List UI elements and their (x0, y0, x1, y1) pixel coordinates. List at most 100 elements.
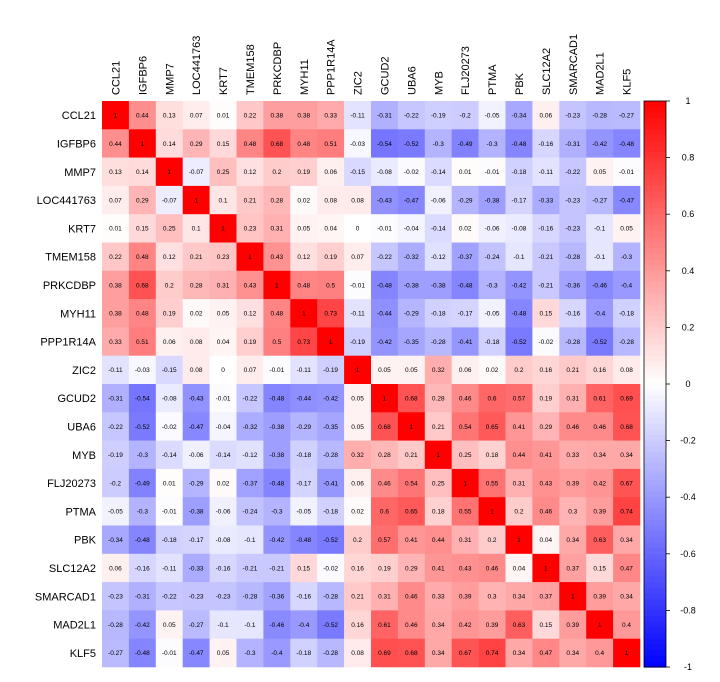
heatmap-cell (290, 185, 318, 215)
heatmap-cell (505, 157, 533, 187)
heatmap-cell (451, 355, 479, 385)
cell-value-label: 0.16 (351, 622, 364, 629)
heatmap-cell (155, 525, 183, 555)
cell-value-label: 0.48 (136, 254, 149, 261)
heatmap-cell (290, 129, 318, 158)
cell-value-label: -0.03 (135, 367, 150, 374)
color-scale-swatch (644, 576, 666, 583)
cell-value-label: 0.38 (109, 282, 122, 289)
heatmap-cell (505, 270, 533, 300)
cell-value-label: 0.28 (378, 452, 391, 459)
heatmap-cell (371, 129, 399, 158)
heatmap-cell (424, 214, 452, 243)
cell-value-label: 0.02 (190, 311, 203, 318)
heatmap-cell (613, 582, 641, 611)
heatmap-cell (102, 497, 130, 526)
heatmap-cell (613, 327, 641, 356)
heatmap-cell (505, 525, 533, 555)
heatmap-cell (532, 440, 560, 470)
cell-value-label: -0.16 (538, 141, 553, 148)
heatmap-cell (182, 412, 210, 441)
cell-value-label: -0.08 (377, 169, 392, 176)
cell-value-label: 0.48 (271, 311, 284, 318)
heatmap-cell (371, 214, 399, 243)
heatmap-cell (263, 101, 291, 130)
cell-value-label: -0.22 (162, 594, 177, 601)
heatmap-cell (102, 553, 130, 583)
heatmap-cell (344, 468, 372, 498)
cell-value-label: 0.05 (217, 650, 230, 657)
heatmap-cell (532, 214, 560, 243)
heatmap-cell (559, 638, 587, 668)
cell-value-label: -0.47 (404, 197, 419, 204)
heatmap-cell (236, 327, 264, 356)
heatmap-cell (451, 242, 479, 272)
heatmap-cell (559, 355, 587, 385)
cell-value-label: 0.67 (459, 650, 472, 657)
cell-value-label: -0.22 (404, 112, 419, 119)
row-label: MYH11 (60, 308, 96, 320)
cell-value-label: 1 (625, 650, 629, 657)
cell-value-label: 0.32 (432, 367, 445, 374)
heatmap-cell (586, 270, 614, 300)
cell-value-label: 0.19 (540, 395, 553, 402)
heatmap-cell (317, 384, 345, 413)
color-scale-swatch (644, 168, 666, 176)
cell-value-label: -0.1 (217, 622, 229, 629)
column-label: SLC12A2 (541, 48, 553, 95)
heatmap-cell (586, 185, 614, 215)
cell-value-label: -0.42 (323, 395, 338, 402)
cell-value-label: -0.01 (350, 282, 365, 289)
cell-value-label: 0.4 (595, 650, 604, 657)
heatmap-cell (263, 638, 291, 668)
heatmap-cell (290, 157, 318, 187)
cell-value-label: -0.29 (404, 311, 419, 318)
heatmap-cell (397, 412, 426, 441)
column-label: UBA6 (406, 66, 418, 95)
row-label: MYB (72, 450, 96, 462)
heatmap-cell (236, 355, 264, 385)
heatmap-cell (397, 384, 426, 413)
cell-value-label: 0.41 (513, 424, 526, 431)
heatmap-cell (532, 638, 560, 668)
heatmap-cell (155, 327, 183, 356)
cell-value-label: 0.2 (272, 169, 281, 176)
heatmap-cell (209, 299, 237, 328)
cell-value-label: 0.05 (405, 367, 418, 374)
heatmap-cell (586, 582, 614, 611)
heatmap-cell (128, 101, 157, 130)
heatmap-cell (182, 327, 210, 356)
row-label: GCUD2 (57, 393, 96, 405)
cell-value-label: 0.68 (620, 424, 633, 431)
heatmap-cell (424, 185, 452, 215)
heatmap-cell (290, 242, 318, 272)
heatmap-cell (424, 157, 452, 187)
heatmap-cell (478, 101, 506, 130)
heatmap-cell (397, 355, 426, 385)
cell-value-label: -0.3 (621, 254, 633, 261)
cell-value-label: 0.73 (297, 339, 310, 346)
heatmap-cell (344, 440, 372, 470)
cell-value-label: 0.06 (109, 565, 122, 572)
cell-value-label: 0.1 (192, 226, 201, 233)
heatmap-cell (236, 270, 264, 300)
heatmap-cell (424, 412, 452, 441)
cell-value-label: -0.38 (189, 509, 204, 516)
cell-value-label: 0.18 (486, 452, 499, 459)
color-scale-swatch (644, 553, 666, 561)
cell-value-label: -0.34 (512, 112, 527, 119)
heatmap-cell (559, 440, 587, 470)
heatmap-cell (344, 553, 372, 583)
cell-value-label: 0.15 (540, 311, 553, 318)
heatmap-cell (397, 214, 426, 243)
heatmap-cell (182, 582, 210, 611)
cell-value-label: 0.33 (432, 594, 445, 601)
heatmap-cell (505, 299, 533, 328)
heatmap-cell (505, 412, 533, 441)
heatmap-cell (478, 270, 506, 300)
cell-value-label: 0.21 (432, 424, 445, 431)
cell-value-label: -0.15 (350, 169, 365, 176)
cell-value-label: -0.31 (108, 395, 123, 402)
color-scale-swatch (644, 333, 666, 340)
heatmap-cells: 1 0.44 0.13 0.07 0.01 0.22 0.38 0.38 0.33 -0.11 -0… (102, 101, 641, 668)
